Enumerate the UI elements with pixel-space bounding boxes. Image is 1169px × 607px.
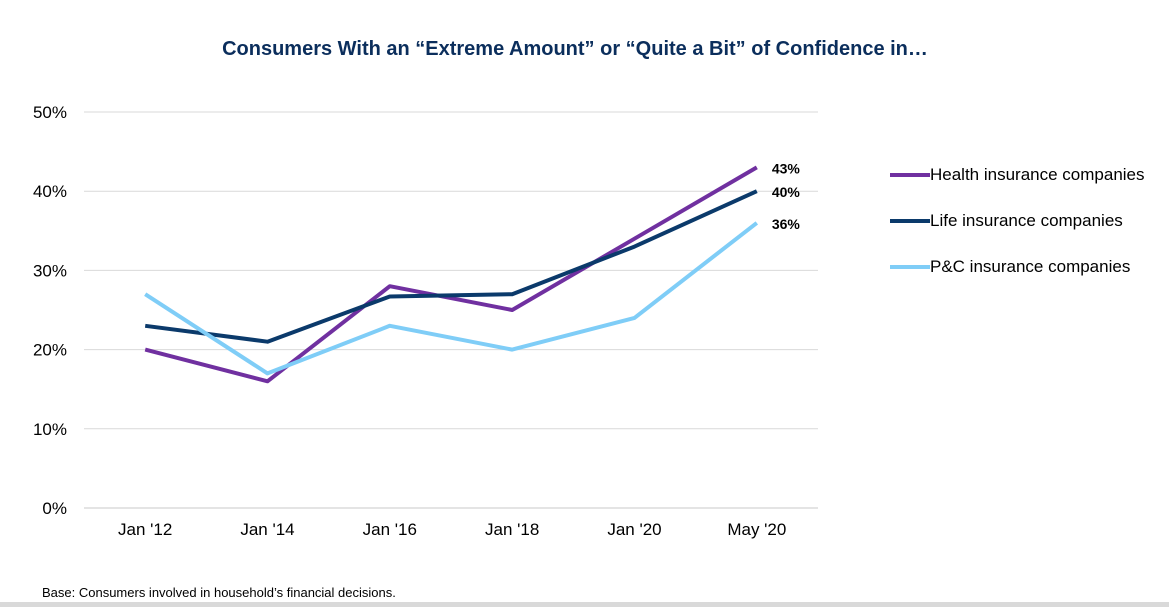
end-labels: 43% 40% 36% (772, 160, 801, 231)
series-line-1 (144, 165, 758, 384)
legend-label: Health insurance companies (930, 165, 1145, 184)
y-tick-label: 10% (33, 420, 67, 439)
legend-label: P&C insurance companies (930, 257, 1131, 276)
footnote: Base: Consumers involved in household’s … (42, 585, 396, 600)
y-tick-label: 20% (33, 341, 67, 360)
x-tick-label: Jan '12 (118, 520, 172, 539)
y-tick-label: 30% (33, 261, 67, 280)
series-line-2 (144, 189, 758, 344)
y-tick-label: 40% (33, 182, 67, 201)
legend: Health insurance companies Life insurance… (890, 152, 1145, 290)
x-tick-label: Jan '14 (240, 520, 294, 539)
legend-swatch (890, 219, 930, 223)
series-line-3 (144, 221, 759, 376)
y-tick-label: 50% (33, 103, 67, 122)
legend-swatch (890, 173, 930, 177)
x-tick-label: Jan '18 (485, 520, 539, 539)
bottom-rule (0, 602, 1169, 607)
gridlines (84, 111, 818, 509)
x-tick-label: Jan '16 (363, 520, 417, 539)
x-tick-label: May '20 (727, 520, 786, 539)
legend-item: P&C insurance companies (890, 244, 1145, 290)
y-tick-label: 0% (42, 499, 67, 518)
chart-title: Consumers With an “Extreme Amount” or “Q… (222, 38, 928, 60)
end-value-label: 36% (772, 216, 801, 232)
series-lines (144, 165, 759, 384)
legend-label: Life insurance companies (930, 211, 1123, 230)
y-axis-ticks: 0% 10% 20% 30% 40% 50% (33, 103, 67, 518)
end-value-label: 40% (772, 184, 801, 200)
legend-swatch (890, 265, 930, 269)
x-tick-label: Jan '20 (607, 520, 661, 539)
end-value-label: 43% (772, 160, 801, 176)
legend-item: Life insurance companies (890, 198, 1145, 244)
legend-item: Health insurance companies (890, 152, 1145, 198)
x-axis-ticks: Jan '12 Jan '14 Jan '16 Jan '18 Jan '20 May '… (118, 520, 786, 539)
